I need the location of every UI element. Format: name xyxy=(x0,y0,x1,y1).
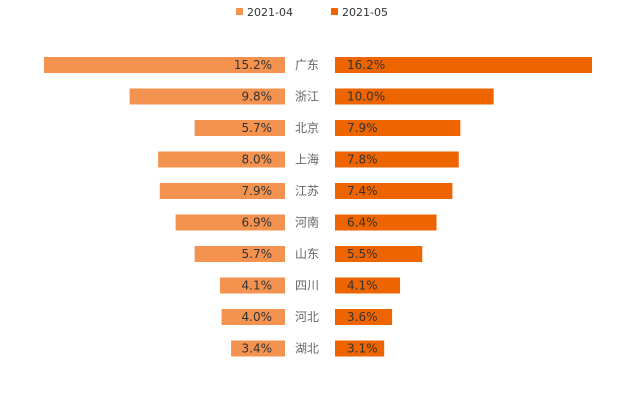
category-label-5: 河南 xyxy=(295,215,319,230)
category-label-4: 江苏 xyxy=(295,184,319,198)
bar-2021-05-2 xyxy=(335,120,461,136)
value-label-2021-04-9: 3.4% xyxy=(242,342,273,356)
value-label-2021-05-0: 16.2% xyxy=(347,58,385,72)
value-label-2021-04-6: 5.7% xyxy=(242,247,273,261)
bar-2021-04-7 xyxy=(219,277,285,294)
legend-label-2021-05: 2021-05 xyxy=(342,6,388,19)
bar-2021-04-5 xyxy=(175,214,285,231)
value-label-2021-05-1: 10.0% xyxy=(347,90,385,104)
bar-2021-04-9 xyxy=(231,340,285,357)
category-label-0: 广东 xyxy=(295,58,319,72)
bar-2021-05-7 xyxy=(335,277,401,294)
value-label-2021-05-5: 6.4% xyxy=(347,216,378,230)
legend-swatch-2021-04 xyxy=(236,8,243,15)
bar-2021-04-1 xyxy=(129,88,285,105)
category-label-2: 北京 xyxy=(295,121,319,135)
legend: 2021-04 2021-05 xyxy=(236,6,388,19)
bar-2021-05-9 xyxy=(335,340,385,357)
legend-swatch-2021-05 xyxy=(331,8,338,15)
series-2021-04-bars xyxy=(44,57,285,357)
value-label-2021-04-5: 6.9% xyxy=(242,216,273,230)
value-label-2021-04-4: 7.9% xyxy=(242,184,273,198)
value-label-2021-05-8: 3.6% xyxy=(347,310,378,324)
bar-2021-05-1 xyxy=(335,88,494,105)
value-label-2021-05-9: 3.1% xyxy=(347,342,378,356)
value-label-2021-04-7: 4.1% xyxy=(242,279,273,293)
bar-2021-04-8 xyxy=(221,309,285,325)
bar-2021-05-0 xyxy=(335,57,592,73)
value-label-2021-04-8: 4.0% xyxy=(242,310,273,324)
bar-2021-04-0 xyxy=(44,57,285,73)
category-label-6: 山东 xyxy=(295,247,319,261)
value-label-2021-04-2: 5.7% xyxy=(242,121,273,135)
value-label-2021-04-3: 8.0% xyxy=(242,153,273,167)
bar-2021-04-6 xyxy=(194,246,285,262)
bar-2021-05-3 xyxy=(335,151,459,168)
value-label-2021-04-0: 15.2% xyxy=(234,58,272,72)
value-label-2021-05-2: 7.9% xyxy=(347,121,378,135)
category-label-1: 浙江 xyxy=(295,90,319,104)
category-label-3: 上海 xyxy=(295,152,319,167)
bar-2021-05-4 xyxy=(335,183,453,199)
bar-2021-04-3 xyxy=(158,151,285,168)
bar-2021-05-6 xyxy=(335,246,423,262)
category-label-7: 四川 xyxy=(295,279,319,293)
bar-2021-05-8 xyxy=(335,309,393,325)
value-label-2021-05-6: 5.5% xyxy=(347,247,378,261)
series-2021-05-bars xyxy=(335,57,592,357)
value-label-2021-05-3: 7.8% xyxy=(347,153,378,167)
value-label-2021-04-1: 9.8% xyxy=(242,90,273,104)
value-label-2021-05-7: 4.1% xyxy=(347,279,378,293)
legend-label-2021-04: 2021-04 xyxy=(247,6,293,19)
value-label-2021-05-4: 7.4% xyxy=(347,184,378,198)
category-label-8: 河北 xyxy=(295,310,319,324)
bar-2021-05-5 xyxy=(335,214,437,231)
category-label-9: 湖北 xyxy=(295,341,319,356)
bar-2021-04-2 xyxy=(194,120,285,136)
bar-2021-04-4 xyxy=(159,183,285,199)
value-labels: 15.2% 16.2% 9.8% 10.0% 5.7% 7.9% 8.0% 7.8% 7.9% 7… xyxy=(234,58,385,356)
